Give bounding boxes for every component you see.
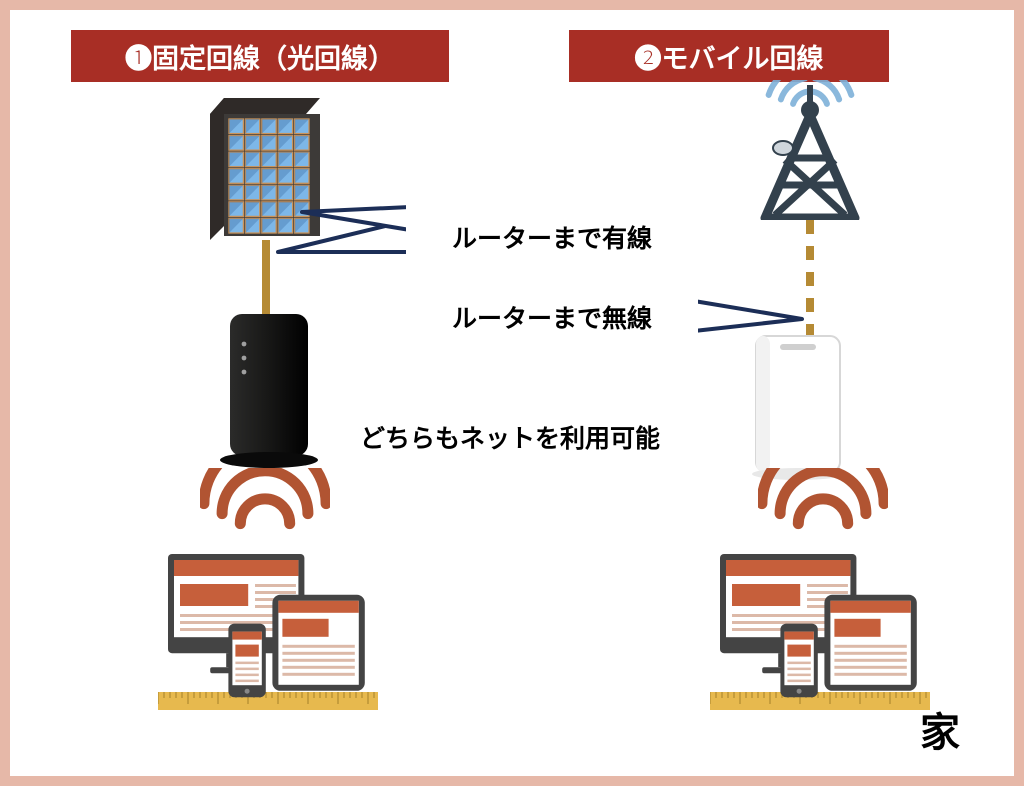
speech-wireless: ルーターまで無線 bbox=[408, 290, 696, 344]
speech-wired-text: ルーターまで有線 bbox=[452, 219, 652, 255]
wifi-waves-right-icon bbox=[758, 468, 888, 546]
speech-wired-tail bbox=[272, 202, 412, 272]
diagram-frame: ❶固定回線（光回線） ❷モバイル回線 家 ルーターまで有線 ルーターまで無線 ど… bbox=[0, 0, 1024, 786]
router-black-icon bbox=[218, 308, 320, 468]
speech-wired: ルーターまで有線 bbox=[408, 210, 696, 264]
header-mobile-line-label: ❷モバイル回線 bbox=[635, 37, 824, 76]
devices-right-icon bbox=[710, 550, 930, 710]
header-mobile-line: ❷モバイル回線 bbox=[569, 30, 889, 82]
header-fixed-line: ❶固定回線（光回線） bbox=[71, 30, 449, 82]
router-white-icon bbox=[748, 330, 848, 480]
devices-left-icon bbox=[158, 550, 378, 710]
callout-both-work-text: どちらもネットを利用可能 bbox=[360, 419, 660, 455]
speech-wireless-text: ルーターまで無線 bbox=[452, 299, 652, 335]
wifi-waves-left-icon bbox=[200, 468, 330, 546]
header-fixed-line-label: ❶固定回線（光回線） bbox=[125, 37, 395, 76]
cell-tower-icon bbox=[745, 80, 875, 220]
callout-both-work: どちらもネットを利用可能 bbox=[330, 406, 690, 468]
